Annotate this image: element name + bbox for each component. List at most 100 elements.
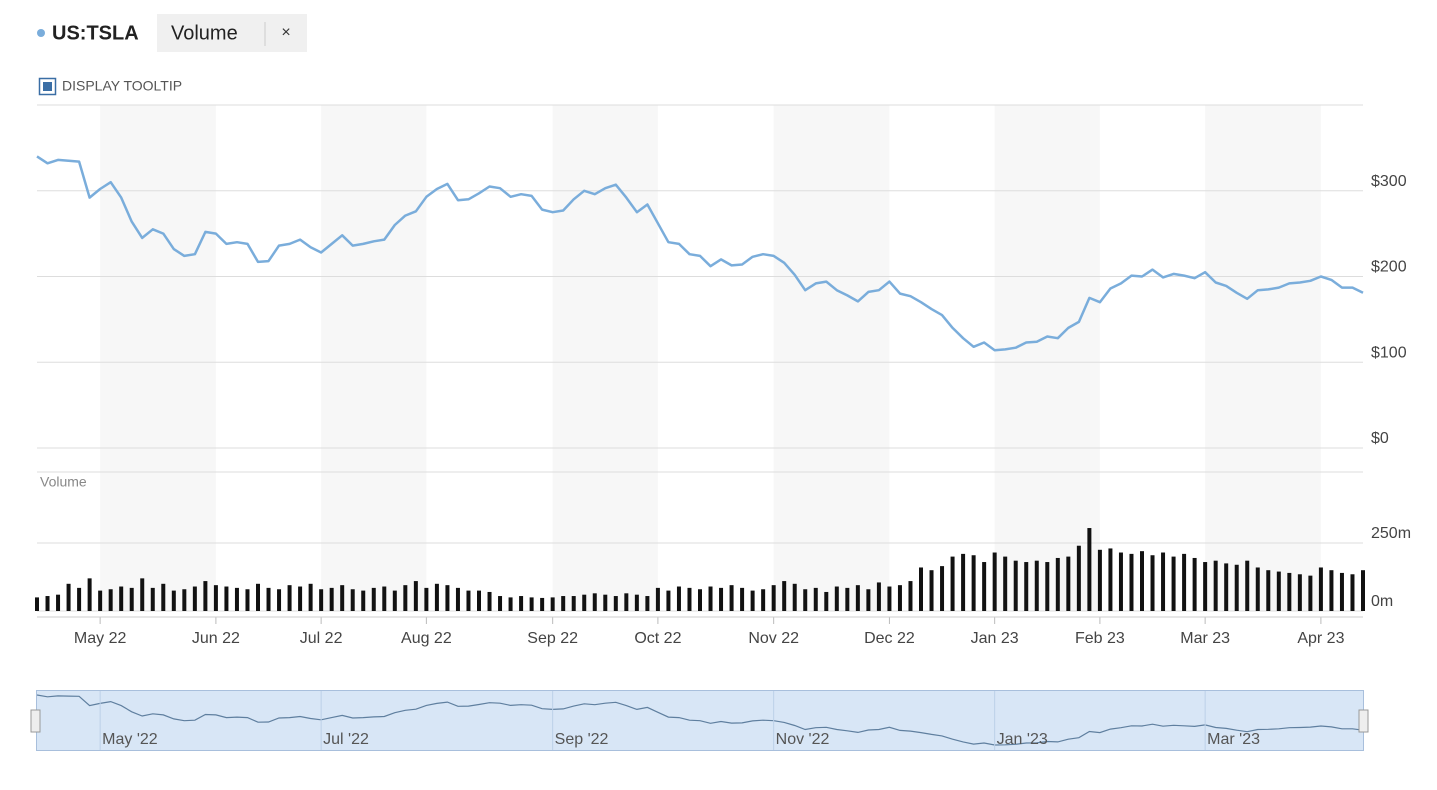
volume-bar	[329, 587, 334, 611]
volume-bar	[1024, 562, 1029, 611]
volume-bar	[1361, 570, 1365, 611]
volume-bar	[961, 553, 966, 611]
volume-bar	[129, 587, 134, 611]
indicator-label: Volume	[171, 22, 238, 44]
volume-bar	[1140, 551, 1144, 611]
volume-bar	[1224, 563, 1229, 611]
volume-bar	[508, 597, 513, 611]
volume-bar	[571, 596, 576, 611]
volume-bar	[834, 586, 839, 611]
close-button[interactable]: ×	[281, 24, 290, 41]
volume-bar	[1150, 555, 1155, 611]
volume-bar	[119, 586, 124, 611]
month-band	[321, 105, 427, 611]
x-tick-label: Nov 22	[748, 630, 799, 647]
volume-bar	[550, 597, 555, 611]
volume-bar	[424, 587, 429, 611]
volume-bar	[540, 597, 545, 611]
volume-bar	[298, 586, 303, 611]
navigator-handle[interactable]	[1358, 709, 1369, 733]
volume-bar	[1118, 552, 1123, 611]
y-tick-label: 0m	[1371, 593, 1393, 610]
checkbox-fill	[43, 82, 52, 91]
volume-bar	[245, 589, 250, 611]
volume-bar	[266, 587, 271, 611]
volume-bar	[161, 583, 166, 611]
x-tick-label: Feb 23	[1075, 630, 1125, 647]
price-line	[36, 155, 1364, 352]
volume-bar	[655, 587, 660, 611]
navigator-line	[36, 694, 1364, 746]
symbol-label[interactable]: US:TSLA	[52, 22, 139, 44]
volume-bar	[982, 562, 987, 611]
volume-bar	[645, 596, 650, 611]
volume-bar	[1255, 567, 1260, 611]
volume-bar	[929, 570, 934, 611]
volume-bar	[940, 566, 945, 611]
volume-bar	[1076, 545, 1081, 611]
month-band	[552, 105, 658, 611]
volume-bar	[1266, 570, 1271, 611]
legend-dot	[37, 29, 45, 37]
volume-bar	[897, 585, 902, 611]
x-tick-label: Oct 22	[634, 630, 681, 647]
volume-bar	[792, 583, 797, 611]
volume-bar	[455, 587, 460, 611]
volume-bar	[108, 589, 113, 611]
x-tick-label: Mar 23	[1180, 630, 1230, 647]
volume-bar	[1055, 557, 1060, 611]
x-tick-label: May 22	[74, 630, 127, 647]
volume-bar	[98, 590, 103, 611]
navigator-label: Sep '22	[555, 731, 609, 748]
volume-bar	[1013, 560, 1018, 611]
volume-bar	[287, 585, 292, 611]
indicator-tab[interactable]	[157, 14, 307, 52]
tooltip-toggle-label[interactable]: DISPLAY TOOLTIP	[62, 78, 182, 94]
volume-bar	[256, 583, 260, 611]
volume-bar	[876, 582, 881, 611]
volume-bar	[319, 589, 324, 611]
volume-bar	[761, 589, 766, 611]
volume-bar	[224, 586, 229, 611]
volume-bar	[740, 587, 745, 611]
y-tick-label: $200	[1371, 259, 1407, 276]
volume-bar	[66, 583, 71, 611]
y-tick-label: $300	[1371, 173, 1407, 190]
volume-bar	[613, 596, 618, 611]
volume-bar	[45, 596, 50, 611]
volume-bar	[382, 586, 387, 611]
volume-bar	[445, 585, 450, 611]
volume-bar	[182, 589, 187, 611]
volume-bar	[77, 587, 82, 611]
volume-bar	[950, 556, 955, 611]
volume-bar	[1108, 548, 1113, 611]
volume-bar	[1045, 562, 1050, 611]
month-band	[100, 105, 216, 611]
volume-bar	[750, 590, 755, 611]
volume-bar	[371, 587, 376, 611]
volume-bar	[1245, 560, 1250, 611]
volume-bar	[498, 596, 503, 611]
volume-bar	[1066, 556, 1071, 611]
volume-bar	[1329, 570, 1334, 611]
volume-bar	[487, 591, 492, 611]
volume-bar	[687, 587, 692, 611]
volume-bar	[771, 585, 776, 611]
volume-bar	[729, 585, 734, 611]
volume-bar	[719, 587, 724, 611]
navigator-label: Nov '22	[776, 731, 830, 748]
month-band	[773, 105, 890, 611]
volume-bar	[1308, 575, 1313, 611]
volume-bar	[813, 587, 818, 611]
navigator-handle[interactable]	[30, 709, 41, 733]
volume-bar	[1034, 560, 1039, 611]
volume-bar	[782, 581, 787, 611]
volume-bar	[1192, 557, 1197, 611]
volume-bar	[529, 597, 534, 611]
volume-bar	[87, 578, 92, 611]
volume-bar	[866, 589, 871, 611]
volume-bar	[1287, 572, 1292, 611]
volume-bar	[971, 555, 976, 611]
volume-bar	[192, 586, 197, 611]
volume-bar	[350, 589, 355, 611]
